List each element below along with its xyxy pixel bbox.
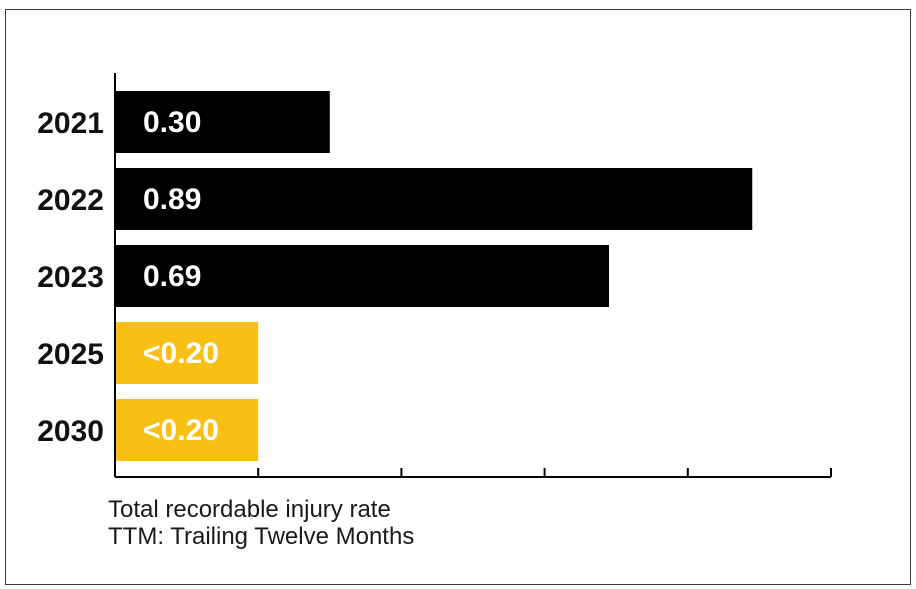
category-label-year-2023: 2023 — [37, 261, 104, 294]
data-label-year-2021: 0.30 — [143, 106, 201, 139]
data-label-year-2022: 0.89 — [143, 183, 201, 216]
data-label-year-2025: <0.20 — [143, 337, 219, 370]
data-label-year-2030: <0.20 — [143, 414, 219, 447]
bars-layer — [115, 91, 753, 461]
labels-layer: 2021 0.30 2022 0.89 2023 0.69 2025 <0.20 2030 <0.… — [37, 106, 219, 448]
category-label-year-2022: 2022 — [37, 184, 104, 217]
caption-metric-name: Total recordable injury rate — [108, 496, 391, 523]
bar-year-2023 — [115, 245, 610, 307]
category-label-year-2030: 2030 — [37, 415, 104, 448]
bar-year-2025 — [115, 322, 259, 384]
bar-year-2022 — [115, 168, 753, 230]
bar-year-2021 — [115, 91, 330, 153]
axis-layer — [114, 73, 832, 478]
caption-ttm-note: TTM: Trailing Twelve Months — [108, 523, 415, 550]
bar-year-2030 — [115, 399, 259, 461]
category-label-year-2021: 2021 — [37, 107, 104, 140]
data-label-year-2023: 0.69 — [143, 260, 201, 293]
category-label-year-2025: 2025 — [37, 338, 104, 371]
chart-caption: Total recordable injury rate TTM: Traili… — [108, 496, 414, 550]
